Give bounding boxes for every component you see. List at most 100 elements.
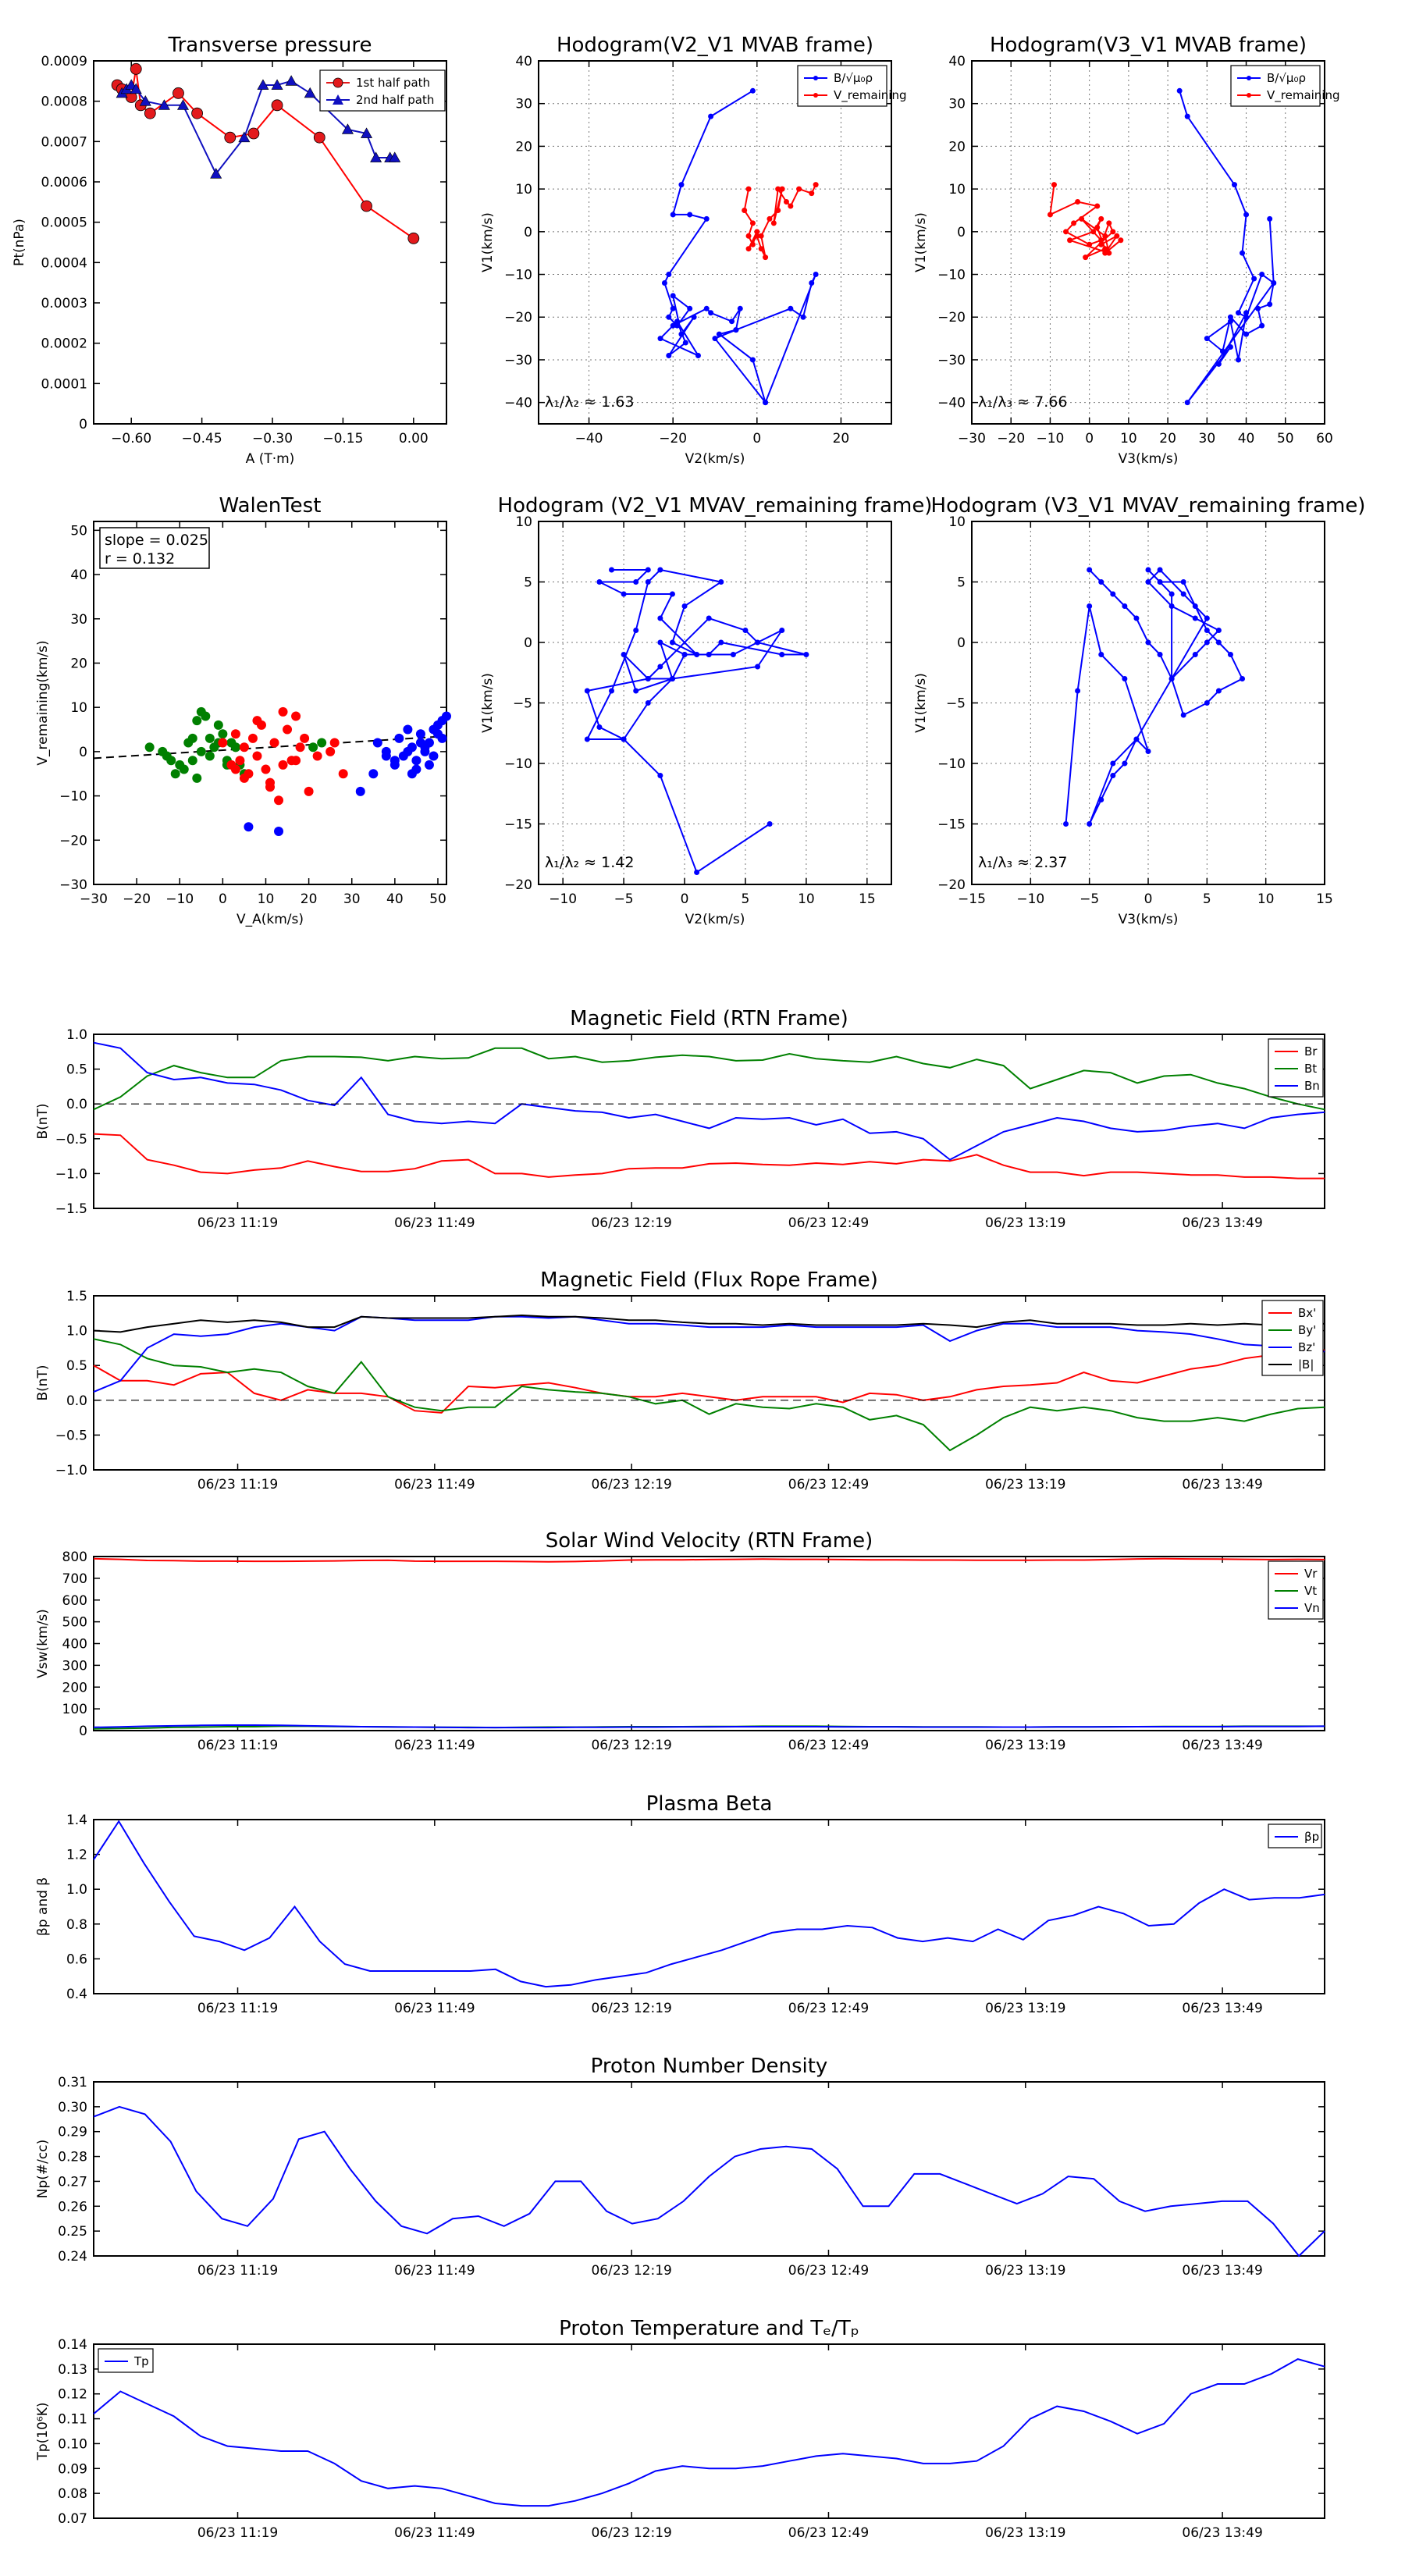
hodogram-point	[1067, 237, 1073, 244]
y-tick-label: −20	[59, 833, 87, 849]
data-point-2nd-half	[271, 79, 283, 90]
x-tick-label: 10	[798, 891, 815, 907]
timeseries-line-Br	[93, 1133, 1325, 1179]
hodogram-point	[716, 331, 722, 337]
y-tick-label: −20	[937, 310, 966, 326]
hodogram-point	[1083, 254, 1089, 261]
data-point-2nd-half	[176, 99, 190, 110]
hodogram-point	[779, 186, 785, 192]
walen-point-red	[230, 729, 240, 739]
hodogram-point	[1204, 615, 1210, 621]
hodogram-point	[813, 272, 819, 278]
y-tick-label: 800	[62, 1550, 87, 1565]
hodogram-point	[813, 182, 819, 188]
hodogram-point	[745, 246, 752, 252]
x-tick-label: 06/23 13:19	[985, 1738, 1065, 1753]
y-tick-label: 700	[62, 1571, 87, 1587]
y-tick-label: 40	[70, 568, 87, 583]
y-tick-label: 20	[70, 656, 87, 671]
walen-point-blue	[424, 760, 434, 770]
legend-label: |B|	[1298, 1357, 1314, 1372]
legend-marker	[1247, 93, 1251, 98]
hodogram-point	[788, 305, 794, 311]
hodogram-point	[670, 212, 676, 218]
hodogram-point	[657, 639, 663, 646]
hodogram-point	[1114, 233, 1120, 239]
hodogram-point	[1168, 591, 1175, 597]
hodogram-point	[1192, 603, 1198, 609]
hodogram-point	[1079, 215, 1085, 222]
y-tick-label: 40	[948, 54, 966, 69]
y-tick-label: −10	[504, 756, 532, 772]
y-tick-label: 0.11	[58, 2412, 87, 2428]
hodogram-point	[803, 652, 809, 657]
x-tick-label: −10	[165, 891, 194, 907]
hodogram-point	[1087, 241, 1093, 247]
data-point-1st-half	[173, 87, 184, 99]
hodogram-point	[1090, 229, 1097, 235]
x-tick-label: −20	[123, 891, 151, 907]
hodogram-point	[687, 212, 693, 218]
walen-point-green	[144, 742, 155, 753]
data-point-2nd-half	[370, 151, 382, 162]
y-tick-label: 0.28	[58, 2150, 87, 2165]
legend-label: Br	[1304, 1044, 1318, 1059]
y-tick-label: 0.24	[58, 2249, 87, 2265]
y-tick-label: 10	[948, 514, 966, 530]
legend-label: B/√μ₀ρ	[834, 71, 873, 85]
hodogram-point	[809, 279, 815, 286]
legend-label: By'	[1298, 1323, 1316, 1337]
hodogram-point	[1259, 272, 1265, 278]
hodogram-point	[712, 336, 718, 342]
x-tick-label: 50	[1277, 431, 1294, 447]
x-tick-label: 06/23 12:49	[788, 2001, 869, 2016]
hodogram-point	[1192, 652, 1198, 657]
x-tick-label: 06/23 12:49	[788, 1477, 869, 1493]
x-tick-label: 15	[859, 891, 876, 907]
walen-point-red	[283, 724, 293, 735]
walen-point-green	[179, 764, 189, 774]
hodogram-point	[809, 190, 815, 197]
y-axis-label: B(nT)	[35, 1103, 51, 1139]
walen-point-green	[187, 733, 197, 743]
hodogram-point	[755, 639, 761, 646]
walen-point-blue	[244, 822, 254, 832]
y-tick-label: 0.26	[58, 2199, 87, 2215]
hodogram-point	[682, 340, 688, 346]
plasma-beta-panel	[93, 1819, 1325, 1994]
y-tick-label: 0.0	[66, 1097, 87, 1112]
hodogram-point	[1180, 579, 1186, 585]
x-axis-label: V3(km/s)	[1119, 451, 1179, 467]
x-axis-label: V2(km/s)	[685, 912, 745, 927]
x-axis-label: A (T·m)	[246, 451, 295, 467]
chart-title: Solar Wind Velocity (RTN Frame)	[546, 1529, 873, 1553]
hodogram-point	[609, 567, 615, 573]
data-point-1st-half	[144, 107, 156, 119]
hodogram-point	[1051, 182, 1057, 188]
hodogram-point	[1157, 652, 1163, 657]
chart-title: Hodogram(V2_V1 MVAB frame)	[557, 34, 873, 57]
walen-point-green	[308, 742, 318, 753]
plot-frame	[93, 60, 447, 425]
data-point-1st-half	[130, 62, 142, 75]
eigenvalue-ratio: λ₁/λ₂ ≈ 1.63	[545, 393, 634, 411]
hodogram-point	[783, 199, 789, 205]
y-tick-label: 40	[515, 54, 532, 69]
fit-line	[93, 735, 447, 760]
hodogram-point	[706, 615, 712, 621]
hodogram-point	[1184, 400, 1190, 406]
walen-point-red	[230, 764, 240, 774]
walen-point-green	[201, 711, 211, 721]
eigenvalue-ratio: λ₁/λ₂ ≈ 1.42	[545, 854, 634, 871]
x-tick-label: 06/23 11:19	[197, 1738, 278, 1753]
data-point-2nd-half	[139, 95, 151, 106]
hodogram-point	[584, 736, 590, 742]
hodogram-point	[1110, 229, 1116, 235]
y-tick-label: 0.27	[58, 2174, 87, 2190]
walen-point-green	[166, 756, 176, 766]
hodogram-point	[657, 336, 663, 342]
hodogram-point	[670, 305, 676, 311]
walen-point-red	[239, 773, 249, 783]
hodogram-point	[708, 310, 714, 316]
hodogram-point	[1255, 305, 1261, 311]
